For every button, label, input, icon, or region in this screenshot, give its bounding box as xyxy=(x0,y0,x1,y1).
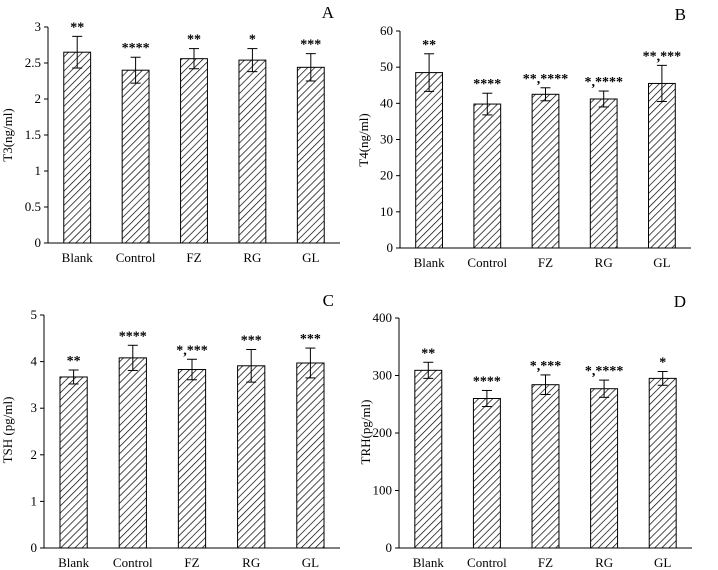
bar xyxy=(590,388,619,549)
y-tick-label: 400 xyxy=(373,310,393,325)
x-tick-label: Blank xyxy=(62,250,94,265)
bar xyxy=(473,103,502,249)
y-axis-label: TSH (pg/ml) xyxy=(0,397,15,464)
bar xyxy=(180,58,208,244)
x-tick-label: FZ xyxy=(184,555,199,570)
significance-annotation: *** xyxy=(300,332,321,347)
x-tick-label: FZ xyxy=(538,555,553,570)
x-tick-label: Control xyxy=(116,250,156,265)
x-tick-label: GL xyxy=(302,250,319,265)
y-tick-label: 60 xyxy=(380,23,393,38)
significance-annotation: * xyxy=(249,33,256,48)
x-tick-label: GL xyxy=(302,555,319,570)
y-tick-label: 40 xyxy=(380,95,393,110)
y-tick-label: 4 xyxy=(31,354,38,369)
panel-label: A xyxy=(322,3,335,22)
x-tick-label: Control xyxy=(467,255,507,270)
significance-annotation: *,**** xyxy=(584,75,623,90)
x-tick-label: RG xyxy=(595,555,613,570)
bar xyxy=(237,365,266,549)
y-tick-label: 2 xyxy=(31,447,38,462)
significance-annotation: *,*** xyxy=(176,343,208,358)
significance-annotation: ** xyxy=(187,33,201,48)
significance-annotation: **,*** xyxy=(643,49,682,64)
significance-annotation: * xyxy=(659,355,666,370)
bar xyxy=(415,72,443,249)
y-axis-label: T3(ng/ml) xyxy=(0,108,15,161)
y-tick-label: 0 xyxy=(31,540,38,555)
bar xyxy=(296,66,325,244)
y-tick-label: 1.5 xyxy=(25,127,41,142)
bar xyxy=(121,69,150,244)
y-axis-label: TRH(pg/ml) xyxy=(358,400,373,465)
significance-annotation: **** xyxy=(473,374,501,389)
y-tick-label: 3 xyxy=(35,19,42,34)
significance-annotation: ** xyxy=(422,38,436,53)
bar xyxy=(59,376,88,549)
x-tick-label: Blank xyxy=(414,255,446,270)
chart-panel-b: B T4(ng/ml) 0 10 20 30 40 50 60 ** Blank **** Contro… xyxy=(356,5,691,270)
chart-panel-d: D TRH(pg/ml) 0 100 200 300 400 ** Blank **** Contr… xyxy=(358,292,692,570)
y-tick-label: 30 xyxy=(380,132,393,147)
x-tick-label: Control xyxy=(467,555,507,570)
x-tick-label: GL xyxy=(654,555,671,570)
x-tick-label: FZ xyxy=(186,250,201,265)
significance-annotation: *** xyxy=(300,38,321,53)
significance-annotation: ** xyxy=(421,346,435,361)
significance-annotation: **** xyxy=(119,329,147,344)
significance-annotation: *,*** xyxy=(530,359,562,374)
y-tick-label: 5 xyxy=(31,307,38,322)
significance-annotation: ** xyxy=(70,20,84,35)
bar xyxy=(63,51,92,244)
bar xyxy=(589,98,618,249)
y-tick-label: 50 xyxy=(380,59,393,74)
bar xyxy=(177,369,207,549)
significance-annotation: **** xyxy=(122,41,150,56)
bar xyxy=(472,398,501,549)
y-tick-label: 0 xyxy=(386,540,393,555)
x-tick-label: Control xyxy=(113,555,153,570)
x-tick-label: FZ xyxy=(538,255,553,270)
bar xyxy=(648,377,677,549)
bar xyxy=(118,357,147,549)
chart-panel-a: AT3(ng/ml)00.511.522.53 **Blank****Contro… xyxy=(0,3,340,265)
bar xyxy=(296,362,325,549)
y-tick-label: 10 xyxy=(380,204,393,219)
y-axis-label: T4(ng/ml) xyxy=(356,113,371,166)
x-tick-label: RG xyxy=(243,250,261,265)
panel-label: C xyxy=(323,291,334,310)
y-tick-label: 2.5 xyxy=(25,55,41,70)
y-tick-label: 20 xyxy=(380,168,393,183)
x-tick-label: RG xyxy=(595,255,613,270)
y-tick-label: 0.5 xyxy=(25,199,41,214)
x-tick-label: GL xyxy=(653,255,670,270)
bar xyxy=(531,384,560,549)
x-tick-label: RG xyxy=(242,555,260,570)
x-tick-label: Blank xyxy=(58,555,90,570)
bar xyxy=(531,93,560,249)
significance-annotation: **** xyxy=(473,77,501,92)
y-tick-label: 1 xyxy=(31,493,38,508)
bar xyxy=(414,369,443,549)
y-tick-label: 300 xyxy=(373,368,393,383)
panel-label: B xyxy=(675,5,686,24)
bar xyxy=(648,82,676,249)
bar xyxy=(238,59,267,244)
y-tick-label: 3 xyxy=(31,400,38,415)
significance-annotation: **,**** xyxy=(523,72,569,87)
y-tick-label: 200 xyxy=(373,425,393,440)
y-tick-label: 100 xyxy=(373,483,393,498)
y-tick-label: 0 xyxy=(387,240,394,255)
significance-annotation: ** xyxy=(67,354,81,369)
x-tick-label: Blank xyxy=(413,555,445,570)
y-tick-label: 2 xyxy=(35,91,42,106)
significance-annotation: *** xyxy=(241,333,262,348)
panel-label: D xyxy=(674,292,686,311)
y-tick-label: 0 xyxy=(35,235,42,250)
significance-annotation: *,**** xyxy=(585,364,624,379)
chart-panel-c: C TSH (pg/ml) 0 1 2 3 4 5 ** Blank **** Control *,**… xyxy=(0,291,340,570)
y-tick-label: 1 xyxy=(35,163,42,178)
